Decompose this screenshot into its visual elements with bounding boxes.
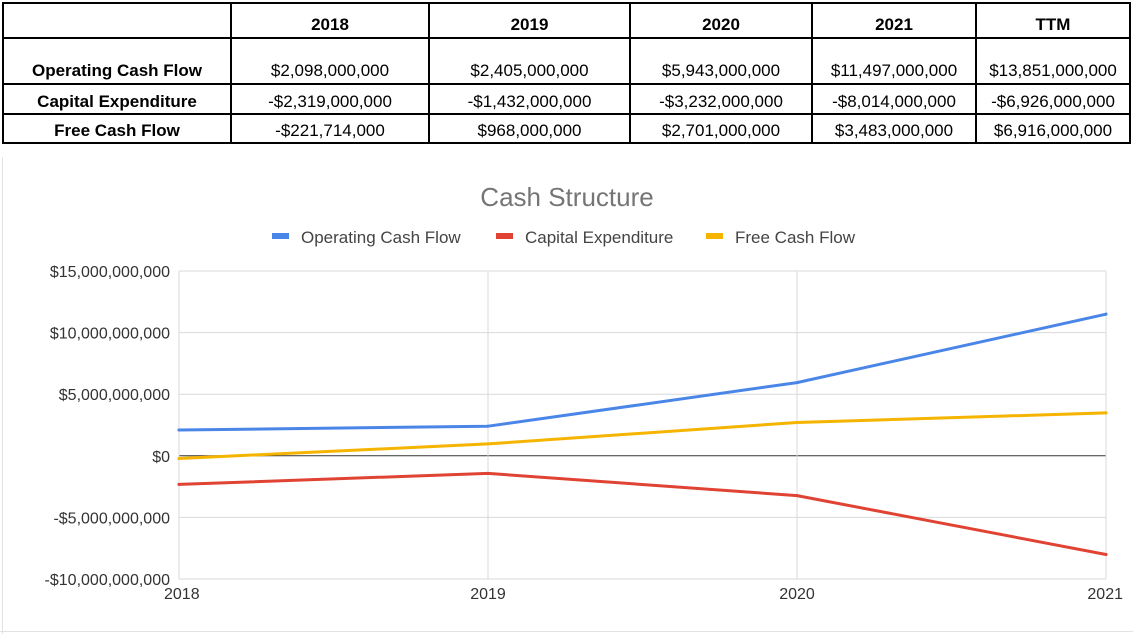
data-point-capital-expenditure	[177, 482, 181, 486]
y-tick-label: $5,000,000,000	[59, 387, 170, 404]
header-cell[interactable]: 2021	[811, 2, 977, 39]
table-cell[interactable]: -$6,926,000,000	[975, 83, 1131, 115]
x-tick-label: 2020	[779, 586, 815, 603]
table-cell[interactable]: -$2,319,000,000	[230, 83, 430, 115]
header-cell[interactable]: 2019	[428, 2, 631, 39]
legend-swatch	[272, 233, 289, 239]
chart-series	[177, 312, 1108, 557]
table-row: Operating Cash Flow $2,098,000,000 $2,40…	[2, 37, 1131, 85]
data-point-free-cash-flow	[486, 442, 490, 446]
y-tick-label: -$5,000,000,000	[53, 510, 170, 527]
x-tick-label: 2021	[1087, 586, 1123, 603]
row-label[interactable]: Operating Cash Flow	[2, 37, 232, 85]
data-point-free-cash-flow	[177, 457, 181, 461]
table-cell[interactable]: $2,701,000,000	[629, 113, 813, 144]
table-cell[interactable]: $13,851,000,000	[975, 37, 1131, 85]
y-tick-label: $0	[152, 449, 170, 466]
data-point-free-cash-flow	[1104, 411, 1108, 415]
data-point-operating-cash-flow	[486, 424, 490, 428]
table-cell[interactable]: $2,405,000,000	[428, 37, 631, 85]
data-point-operating-cash-flow	[1104, 312, 1108, 316]
table-cell[interactable]: $5,943,000,000	[629, 37, 813, 85]
table-cell[interactable]: -$8,014,000,000	[811, 83, 977, 115]
chart-title: Cash Structure	[480, 182, 653, 212]
table-cell[interactable]: $968,000,000	[428, 113, 631, 144]
legend-label: Free Cash Flow	[735, 228, 856, 247]
y-tick-label: $15,000,000,000	[50, 264, 170, 281]
table-row: Capital Expenditure -$2,319,000,000 -$1,…	[2, 83, 1131, 115]
data-point-capital-expenditure	[1104, 553, 1108, 557]
table-header-row: 2018 2019 2020 2021 TTM	[2, 2, 1131, 39]
table-cell[interactable]: $11,497,000,000	[811, 37, 977, 85]
header-cell[interactable]: 2020	[629, 2, 813, 39]
legend-label: Operating Cash Flow	[301, 228, 461, 247]
table-cell[interactable]: -$3,232,000,000	[629, 83, 813, 115]
header-cell[interactable]: 2018	[230, 2, 430, 39]
y-axis: $15,000,000,000 $10,000,000,000 $5,000,000…	[45, 264, 171, 589]
table-cell[interactable]: $2,098,000,000	[230, 37, 430, 85]
table-cell[interactable]: -$1,432,000,000	[428, 83, 631, 115]
cash-flow-table: 2018 2019 2020 2021 TTM Operating Cash F…	[2, 2, 1131, 144]
legend-label: Capital Expenditure	[525, 228, 673, 247]
y-tick-label: -$10,000,000,000	[45, 572, 171, 589]
sheet-gridline	[2, 157, 3, 634]
series-line-capital-expenditure	[177, 471, 1108, 556]
table-cell[interactable]: -$221,714,000	[230, 113, 430, 144]
table-cell[interactable]: $3,483,000,000	[811, 113, 977, 144]
series-line-free-cash-flow	[177, 411, 1108, 460]
table-row: Free Cash Flow -$221,714,000 $968,000,00…	[2, 113, 1131, 144]
table-cell[interactable]: $6,916,000,000	[975, 113, 1131, 144]
data-point-operating-cash-flow	[177, 428, 181, 432]
legend-swatch	[496, 233, 513, 239]
chart-legend: Operating Cash Flow Capital Expenditure Fr…	[272, 228, 856, 247]
header-cell[interactable]	[2, 2, 232, 39]
x-tick-label: 2018	[164, 586, 200, 603]
header-cell[interactable]: TTM	[975, 2, 1131, 39]
y-tick-label: $10,000,000,000	[50, 326, 170, 343]
data-point-capital-expenditure	[795, 494, 799, 498]
x-axis: 2018 2019 2020 2021	[164, 586, 1123, 603]
data-point-free-cash-flow	[795, 421, 799, 425]
chart-gridlines	[178, 270, 1107, 580]
x-tick-label: 2019	[470, 586, 506, 603]
line-chart[interactable]: Cash Structure Operating Cash Flow Capita…	[6, 159, 1133, 631]
row-label[interactable]: Free Cash Flow	[2, 113, 232, 144]
data-point-operating-cash-flow	[795, 381, 799, 385]
sheet-gridline	[0, 631, 1133, 632]
series-line-operating-cash-flow	[177, 312, 1108, 432]
legend-swatch	[706, 233, 723, 239]
chart-svg: Cash Structure Operating Cash Flow Capita…	[45, 182, 1124, 603]
row-label[interactable]: Capital Expenditure	[2, 83, 232, 115]
data-point-capital-expenditure	[486, 471, 490, 475]
